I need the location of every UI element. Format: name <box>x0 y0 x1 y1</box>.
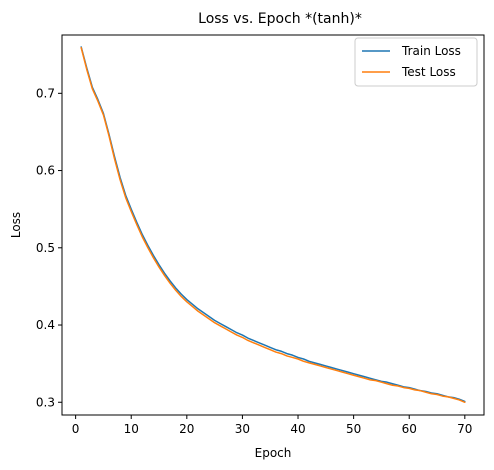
legend-label-train: Train Loss <box>401 44 461 58</box>
x-tick-label: 10 <box>124 422 139 436</box>
x-tick-label: 70 <box>457 422 472 436</box>
chart-title: Loss vs. Epoch *(tanh)* <box>198 11 362 27</box>
x-axis-label: Epoch <box>255 446 292 460</box>
x-tick-label: 30 <box>235 422 250 436</box>
y-axis: 0.3 0.4 0.5 0.6 0.7 <box>36 86 62 409</box>
y-tick-label: 0.7 <box>36 86 55 100</box>
legend: Train Loss Test Loss <box>354 37 478 87</box>
x-tick-label: 40 <box>290 422 305 436</box>
y-tick-label: 0.4 <box>36 318 55 332</box>
legend-frame <box>354 37 478 87</box>
y-tick-label: 0.3 <box>36 395 55 409</box>
y-tick-label: 0.5 <box>36 241 55 255</box>
y-tick-label: 0.6 <box>36 164 55 178</box>
x-tick-label: 60 <box>402 422 417 436</box>
y-axis-label: Loss <box>9 212 23 238</box>
x-tick-label: 50 <box>346 422 361 436</box>
plot-frame <box>61 34 485 416</box>
legend-label-test: Test Loss <box>401 65 456 79</box>
x-tick-label: 0 <box>72 422 80 436</box>
x-tick-label: 20 <box>179 422 194 436</box>
series-line-train-loss <box>80 46 466 403</box>
series-line-test-loss <box>80 46 466 404</box>
x-axis: 0 10 20 30 40 50 60 70 <box>72 415 472 436</box>
